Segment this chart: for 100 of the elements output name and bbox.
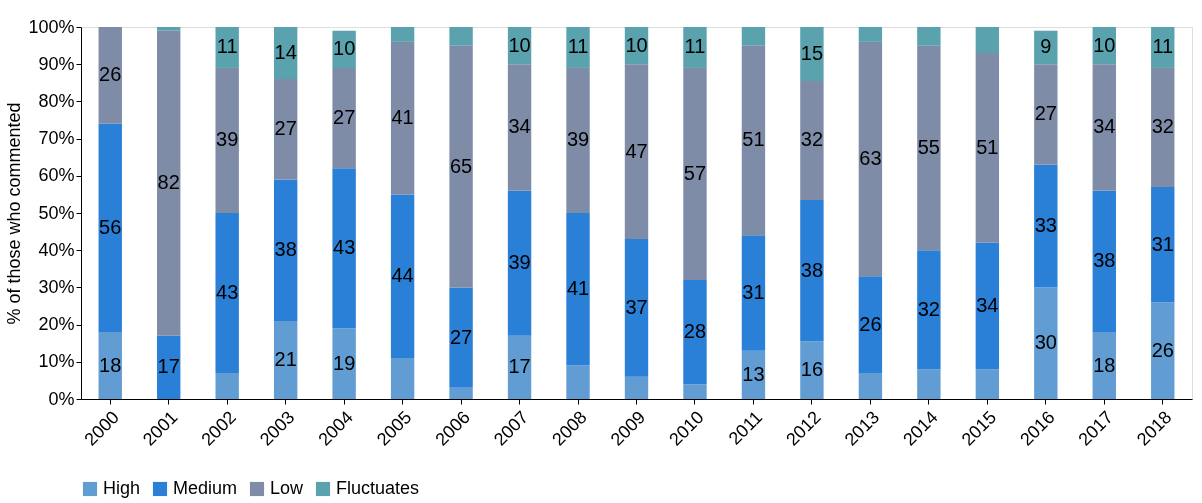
bar [1034, 164, 1058, 288]
bar [449, 387, 473, 399]
bar [741, 45, 766, 236]
bar [800, 199, 824, 342]
data-label: 39 [216, 128, 239, 151]
data-label: 43 [333, 236, 356, 259]
data-label: 28 [683, 320, 707, 343]
bar [215, 67, 239, 213]
bar [800, 80, 824, 200]
data-label: 30 [1034, 331, 1057, 354]
bar [917, 369, 941, 399]
bar [507, 64, 532, 191]
bar [449, 287, 473, 388]
data-label: 11 [216, 35, 238, 58]
data-label: 34 [508, 115, 531, 138]
data-label: 38 [1093, 249, 1116, 272]
bar [1034, 64, 1058, 165]
bar [624, 376, 649, 399]
bar [683, 384, 707, 399]
bar [975, 369, 1000, 399]
data-label: 39 [566, 128, 590, 151]
data-label: 32 [917, 297, 940, 320]
data-label: 18 [1093, 353, 1116, 376]
bar [273, 79, 298, 180]
data-label: 38 [800, 258, 824, 281]
bar [975, 242, 1000, 370]
data-label: 31 [1151, 232, 1174, 255]
bar [1092, 190, 1116, 333]
bar [332, 328, 356, 399]
bar [624, 64, 649, 240]
data-label: 39 [508, 251, 531, 274]
legend-label: High [103, 478, 141, 498]
y-tick-label: 60% [38, 165, 75, 186]
bar [98, 27, 122, 124]
data-label: 17 [157, 355, 180, 378]
data-label: 9 [1040, 35, 1052, 58]
data-label: 32 [1151, 115, 1174, 138]
legend-label: Low [270, 478, 305, 498]
data-label: 26 [859, 312, 882, 335]
y-tick-label: 90% [38, 53, 75, 74]
data-label: 11 [684, 35, 706, 58]
bar [1092, 64, 1116, 191]
y-tick-label: 30% [38, 276, 75, 297]
bar [858, 41, 883, 277]
bar [858, 276, 883, 373]
bar [566, 365, 590, 399]
bar [741, 27, 766, 46]
bar [507, 190, 532, 336]
data-label: 27 [449, 325, 473, 348]
bar [449, 45, 473, 288]
y-tick-label: 20% [38, 314, 75, 335]
bar [800, 341, 824, 399]
bar [390, 194, 415, 359]
y-axis-title: % of those who commented [4, 102, 25, 325]
bar [215, 213, 239, 373]
legend-label: Medium [173, 478, 238, 498]
data-label: 13 [742, 362, 765, 385]
y-tick-label: 50% [38, 202, 75, 223]
data-label: 26 [1151, 338, 1174, 361]
bar [157, 335, 181, 399]
bar [741, 235, 766, 351]
y-tick-label: 80% [38, 90, 75, 111]
data-label: 41 [391, 106, 414, 129]
data-label: 27 [1034, 102, 1057, 125]
y-tick-label: 0% [48, 388, 75, 409]
bar [215, 372, 239, 399]
data-label: 34 [1093, 115, 1116, 138]
bar [157, 27, 181, 31]
data-label: 26 [99, 63, 122, 86]
data-label: 14 [274, 41, 297, 64]
data-label: 10 [508, 33, 531, 56]
bar [390, 41, 415, 195]
y-tick-label: 10% [38, 351, 75, 372]
bar [1034, 287, 1058, 399]
data-label: 63 [859, 147, 882, 170]
bar [98, 123, 122, 333]
bar [683, 67, 707, 280]
bar [332, 168, 356, 329]
bar [800, 27, 824, 81]
data-label: 10 [333, 37, 356, 60]
data-label: 17 [508, 355, 531, 378]
data-label: 27 [333, 106, 356, 129]
data-label: 47 [625, 139, 648, 162]
bar [1151, 186, 1175, 303]
bar [215, 27, 239, 68]
data-label: 10 [1093, 33, 1116, 56]
y-tick-label: 40% [38, 239, 75, 260]
bar [566, 213, 590, 366]
data-label: 15 [800, 41, 824, 64]
bar [975, 53, 1000, 243]
bar [566, 67, 590, 213]
data-label: 82 [157, 171, 180, 194]
data-label: 51 [976, 135, 999, 158]
data-label: 33 [1034, 214, 1057, 237]
bar [273, 179, 298, 321]
data-label: 37 [625, 295, 648, 318]
bar [1151, 302, 1175, 399]
bar [1151, 67, 1175, 187]
y-tick-label: 70% [38, 128, 75, 149]
data-label: 11 [567, 35, 589, 58]
